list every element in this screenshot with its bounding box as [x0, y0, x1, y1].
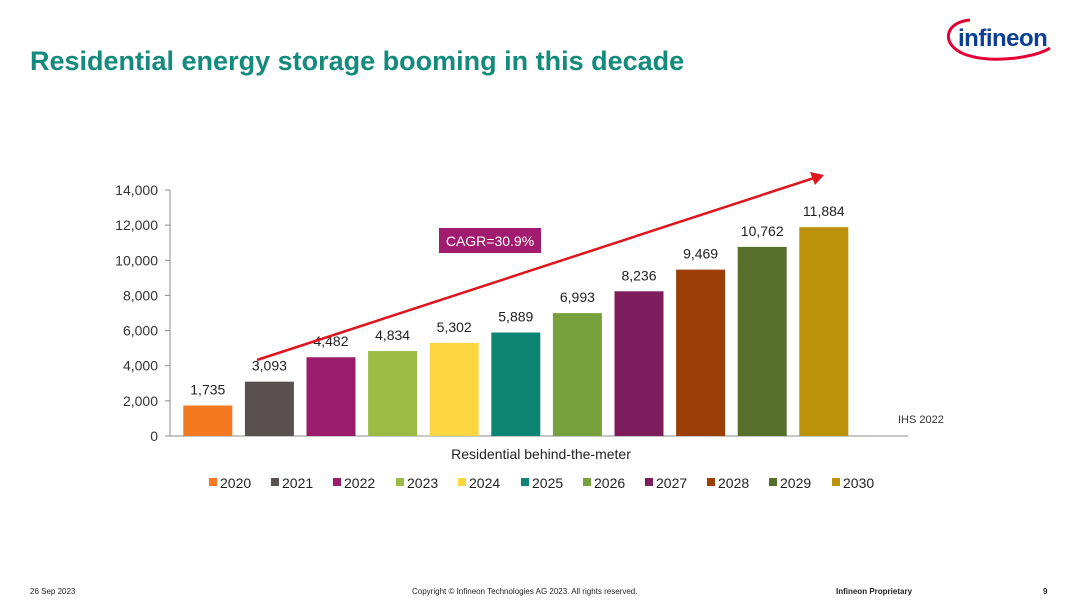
data-label-2026: 6,993 [560, 289, 595, 305]
bar-2023 [368, 351, 418, 436]
legend-swatch-2025 [521, 478, 529, 486]
bar-2027 [614, 291, 664, 436]
legend-swatch-2027 [645, 478, 653, 486]
legend-swatch-2024 [458, 478, 466, 486]
y-tick-label: 10,000 [115, 252, 158, 268]
data-label-2024: 5,302 [437, 319, 472, 335]
footer-copyright: Copyright © Infineon Technologies AG 202… [412, 587, 638, 596]
trend-arrow-line [256, 176, 815, 362]
bar-2025 [491, 332, 541, 436]
footer-proprietary: Infineon Proprietary [836, 587, 913, 596]
source-note: IHS 2022 [898, 414, 944, 426]
legend-label-2030: 2030 [843, 475, 874, 491]
y-tick-label: 4,000 [123, 358, 158, 374]
bar-2020 [183, 405, 233, 436]
data-label-2029: 10,762 [741, 223, 784, 239]
legend-label-2029: 2029 [780, 475, 811, 491]
data-label-2020: 1,735 [190, 382, 225, 398]
legend-label-2027: 2027 [656, 475, 687, 491]
infineon-logo-swoosh [946, 18, 1051, 61]
cagr-label: CAGR=30.9% [446, 233, 534, 249]
data-label-2025: 5,889 [498, 309, 533, 325]
legend-swatch-2021 [271, 478, 279, 486]
legend-label-2020: 2020 [220, 475, 251, 491]
legend-swatch-2029 [769, 478, 777, 486]
data-label-2022: 4,482 [313, 333, 348, 349]
bar-2028 [676, 269, 726, 436]
data-label-2028: 9,469 [683, 246, 718, 262]
x-axis-label: Residential behind-the-meter [451, 446, 631, 462]
y-tick-label: 0 [150, 428, 158, 444]
bar-2029 [737, 246, 787, 436]
y-tick-label: 2,000 [123, 393, 158, 409]
infineon-logo-text: infineon [958, 25, 1048, 52]
cagr-box [439, 228, 541, 253]
legend-swatch-2020 [209, 478, 217, 486]
y-tick-label: 14,000 [115, 182, 158, 198]
legend-label-2026: 2026 [594, 475, 625, 491]
legend-label-2028: 2028 [718, 475, 749, 491]
legend-label-2023: 2023 [407, 475, 438, 491]
slide-title: Residential energy storage booming in th… [30, 46, 685, 76]
data-label-2021: 3,093 [252, 358, 287, 374]
footer-page-number: 9 [1043, 587, 1048, 596]
bar-2021 [244, 381, 294, 436]
bar-2024 [429, 342, 479, 436]
legend-label-2024: 2024 [469, 475, 500, 491]
legend-swatch-2023 [396, 478, 404, 486]
data-label-2027: 8,236 [621, 267, 656, 283]
legend-swatch-2030 [832, 478, 840, 486]
legend-label-2022: 2022 [344, 475, 375, 491]
legend-swatch-2022 [333, 478, 341, 486]
bar-2030 [799, 227, 849, 436]
legend-label-2025: 2025 [532, 475, 563, 491]
legend-swatch-2028 [707, 478, 715, 486]
bar-2026 [552, 313, 602, 436]
y-tick-label: 12,000 [115, 217, 158, 233]
bar-2022 [306, 357, 356, 436]
footer-date: 26 Sep 2023 [30, 587, 76, 596]
y-tick-label: 8,000 [123, 287, 158, 303]
trend-arrow-head [810, 172, 824, 185]
y-tick-label: 6,000 [123, 323, 158, 339]
data-label-2030: 11,884 [803, 203, 845, 219]
data-label-2023: 4,834 [375, 327, 410, 343]
legend-swatch-2026 [583, 478, 591, 486]
legend-label-2021: 2021 [282, 475, 313, 491]
